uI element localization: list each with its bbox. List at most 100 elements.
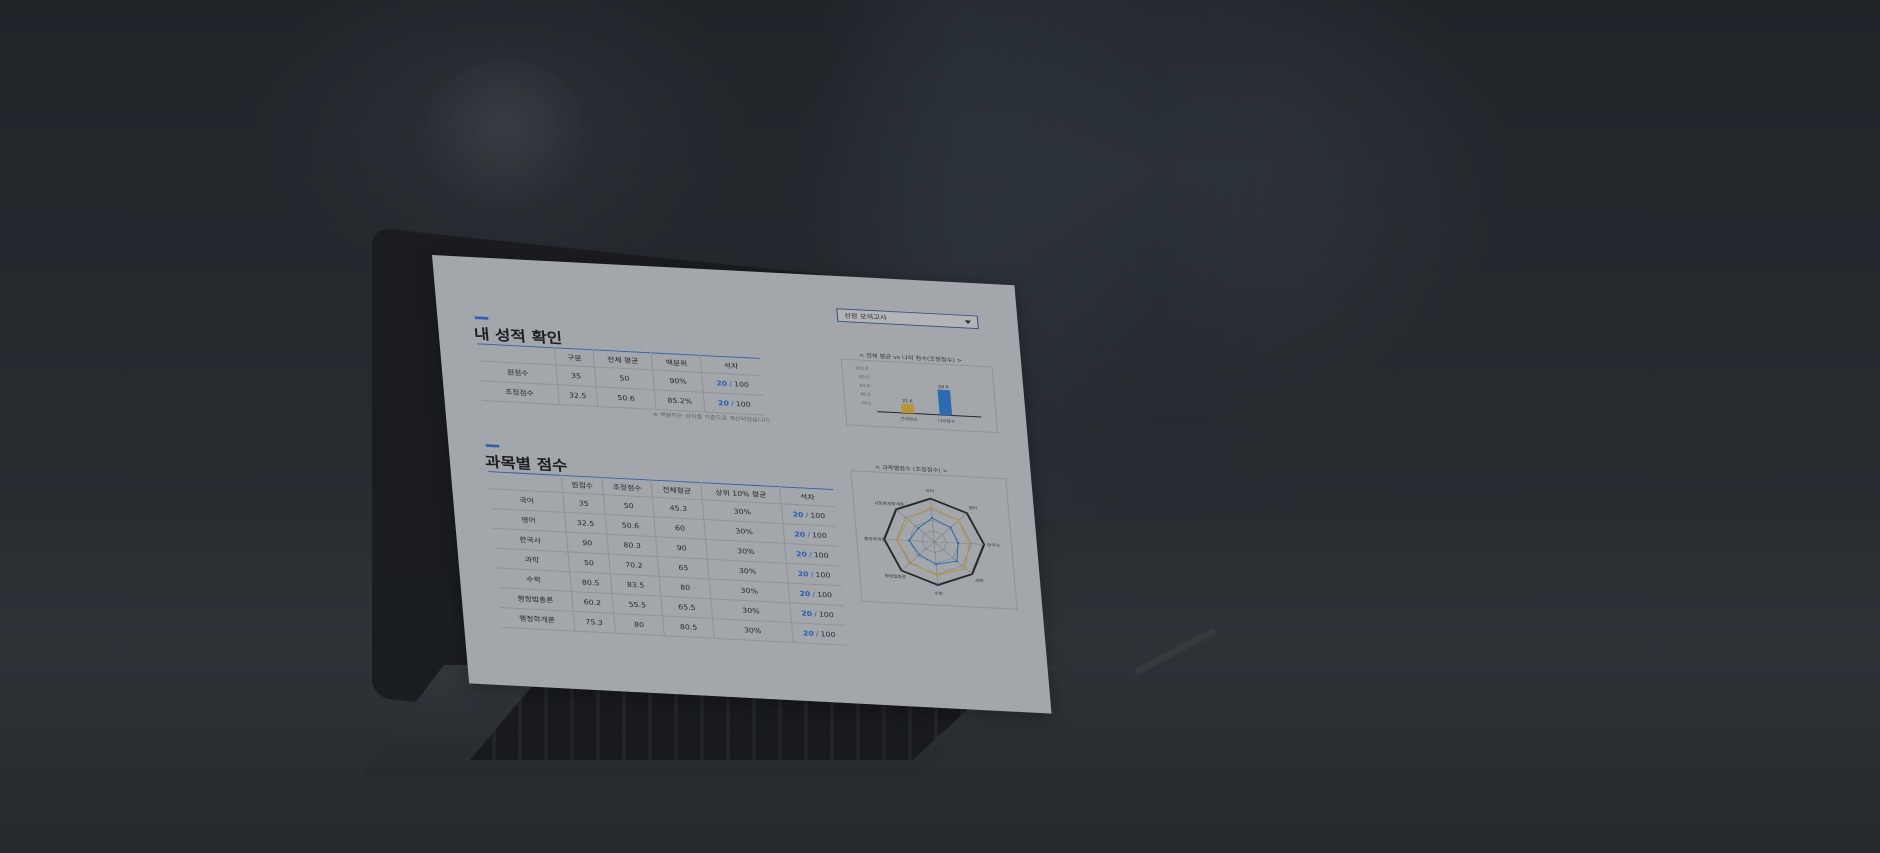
cell: 75.3: [573, 611, 616, 634]
radar-point: [930, 516, 934, 520]
radar-axis-label: 행정법총론: [884, 573, 906, 581]
bar-chart-frame: 20.0 40.0 60.0 80.0 100.0 21.6 전체평균 58.6 나의점수: [840, 358, 999, 434]
cell: 80: [659, 576, 711, 599]
cell: 55.5: [611, 593, 663, 616]
cell: 80.5: [662, 615, 715, 639]
rank-total: 100: [820, 629, 836, 639]
radar-point: [895, 538, 899, 541]
cell: 50: [567, 551, 610, 574]
rank-total: 100: [811, 530, 828, 540]
bar: [937, 389, 953, 416]
category-label: 전체평균: [900, 415, 918, 422]
rank-total: 100: [735, 399, 752, 409]
cell: 65.5: [661, 596, 713, 619]
radar-point: [909, 561, 912, 564]
rank-total: 100: [816, 590, 833, 600]
cell: 83.5: [609, 573, 662, 597]
rank-value: 20: [797, 569, 810, 579]
cell: 85.2%: [654, 389, 706, 413]
rank-value: 20: [792, 510, 804, 519]
radar-point: [929, 506, 933, 509]
subject-label: 행정학개론: [499, 607, 575, 632]
radar-axis-label: 한국사: [987, 542, 1000, 549]
data-label: 21.6: [902, 398, 913, 404]
y-tick-label: 60.0: [859, 383, 870, 389]
cell: 60.2: [571, 591, 614, 614]
y-tick-label: 20.0: [861, 400, 872, 406]
radar-spoke: [930, 498, 935, 542]
cell: 35: [555, 364, 597, 387]
y-tick-label: 80.0: [859, 374, 870, 380]
rank-total: 100: [815, 570, 831, 580]
background-lamp: [420, 60, 590, 230]
radar-point: [934, 563, 938, 566]
table-header: 원점수: [561, 475, 604, 495]
cell: 90%: [652, 369, 704, 393]
chevron-down-icon: [964, 320, 972, 325]
cell: 70.2: [608, 553, 660, 577]
radar-point: [907, 518, 910, 521]
exam-select-value: 선정 모의고사: [843, 312, 887, 322]
cell: 90: [656, 536, 708, 560]
cell: 80.5: [569, 571, 612, 594]
radar-axis-label: 영어: [968, 505, 977, 512]
radar-point: [955, 560, 959, 563]
cell: 80: [613, 613, 665, 636]
bar: [901, 403, 915, 414]
rank-cell: 20/100: [791, 622, 847, 646]
radar-point: [957, 519, 960, 522]
radar-point: [964, 567, 967, 570]
rank-total: 100: [809, 511, 826, 521]
cell: 35: [562, 492, 605, 515]
score-report-screen: 선정 모의고사 내 성적 확인 구분 전체 평균 백분위 석차 원점수 35: [432, 255, 1052, 714]
radar-point: [918, 553, 921, 556]
bar-chart: 20.0 40.0 60.0 80.0 100.0 21.6 전체평균 58.6 나의점수: [855, 366, 982, 425]
radar-point: [907, 539, 911, 542]
subject-score-table: 원점수 조정점수 전체평균 상위 10% 평균 석차 국어 35 50 45.3 30%…: [488, 471, 847, 646]
cell: 90: [566, 532, 609, 554]
cell: 50.6: [604, 514, 657, 537]
my-score-table: 구분 전체 평균 백분위 석차 원점수 35 50 90% 20/100 조정점…: [476, 343, 765, 416]
cell: 80.3: [606, 534, 658, 557]
y-tick-label: 40.0: [860, 392, 871, 398]
cell: 50.6: [596, 386, 657, 410]
cell: 60: [654, 516, 706, 540]
rank-cell: 20/100: [703, 392, 765, 416]
radar-axis-label: 행정학개론: [864, 535, 886, 543]
cell: 50: [603, 494, 655, 517]
radar-axis-label: 수학: [934, 590, 943, 597]
radar-axis-label: 국어: [925, 487, 934, 494]
radar-point: [956, 541, 960, 545]
row-label: 조정점수: [480, 380, 560, 405]
category-label: 나의점수: [938, 417, 956, 424]
cell: 45.3: [652, 497, 704, 520]
rank-value: 20: [794, 530, 806, 539]
rank-total: 100: [733, 379, 750, 389]
exam-select-dropdown[interactable]: 선정 모의고사: [836, 308, 979, 330]
data-label: 58.6: [938, 384, 949, 390]
x-axis: [877, 411, 982, 418]
cell: 32.5: [557, 384, 598, 407]
radar-point: [949, 526, 952, 529]
radar-axis-label: 사회복지학개론: [874, 500, 905, 508]
radar-point: [935, 574, 939, 577]
cell: 65: [657, 556, 710, 579]
rank-total: 100: [813, 550, 829, 560]
rank-value: 20: [795, 549, 808, 559]
radar-grid: [883, 497, 986, 586]
section-marker: [485, 444, 500, 448]
radar-spoke: [896, 509, 935, 542]
cell: 30%: [712, 618, 793, 643]
rank-value: 20: [800, 609, 813, 618]
rank-total: 100: [818, 610, 835, 620]
cell: 32.5: [564, 512, 607, 535]
radar-axis-label: 과학: [975, 577, 984, 584]
radar-point: [967, 542, 971, 545]
rank-value: 20: [802, 629, 815, 638]
section-marker: [474, 316, 489, 320]
radar-spoke: [901, 541, 935, 571]
radar-point: [916, 527, 920, 530]
table-header: 구분: [554, 347, 595, 367]
